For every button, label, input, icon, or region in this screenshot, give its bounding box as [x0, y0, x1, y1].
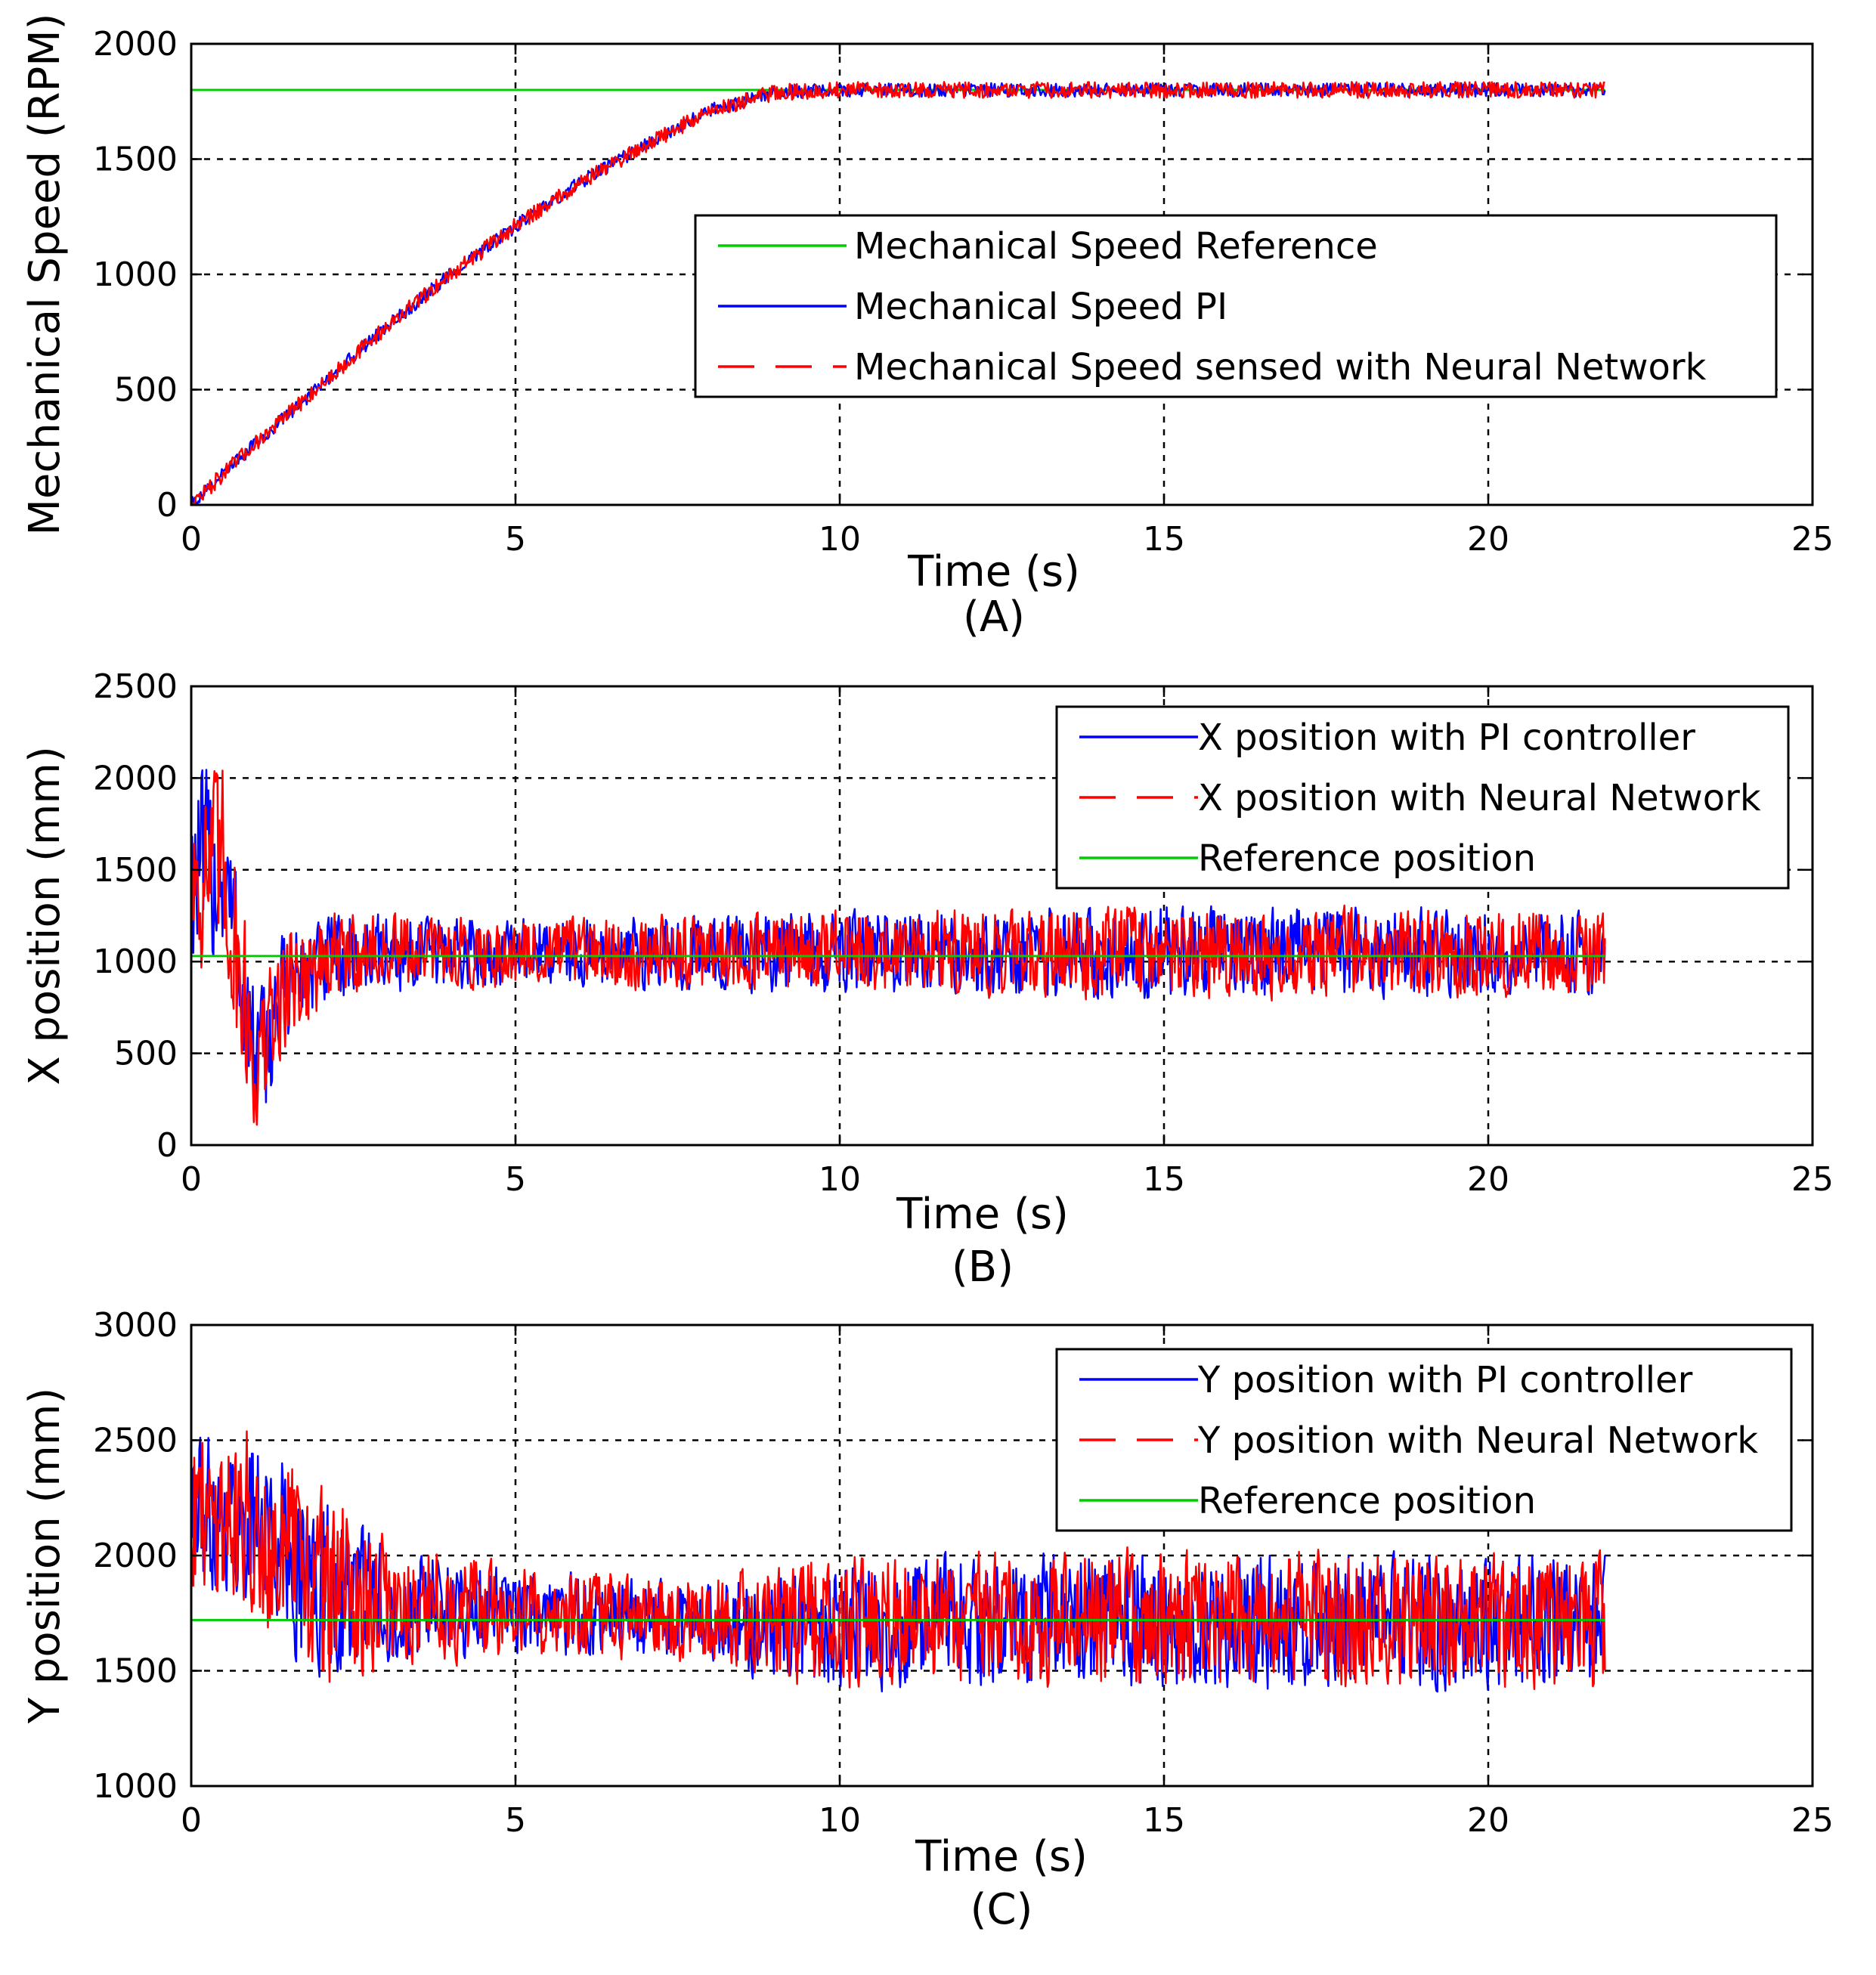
y-tick-label: 2000 — [93, 25, 178, 63]
x-tick-label: 25 — [1791, 520, 1834, 559]
legend-label-1: Mechanical Speed PI — [854, 286, 1227, 328]
legend-label-1: Y position with Neural Network — [1197, 1419, 1758, 1462]
x-tick-label: 20 — [1467, 520, 1509, 559]
y-tick-label: 1000 — [93, 943, 178, 981]
x-tick-label: 20 — [1467, 1801, 1509, 1840]
series-traces — [191, 81, 1606, 505]
y-tick-label: 1500 — [93, 851, 178, 890]
y-axis-label: Mechanical Speed (RPM) — [20, 14, 70, 536]
x-tick-label: 10 — [819, 1801, 861, 1840]
y-tick-label: 2500 — [93, 667, 178, 706]
panel-caption: (A) — [963, 593, 1025, 642]
y-tick-label: 1000 — [93, 255, 178, 294]
chart-panel-b: 0 5 10 15 20 25 0 500 1000 1500 2000 2500 Time (s) X … — [20, 667, 1834, 1292]
legend: Y position with PI controller Y position … — [1055, 1348, 1793, 1532]
series-line-2 — [191, 81, 1606, 505]
y-tick-label: 2000 — [93, 1537, 178, 1575]
x-tick-label: 5 — [505, 1801, 526, 1840]
y-tick-label: 0 — [156, 1126, 178, 1165]
legend: X position with PI controller X position … — [1055, 705, 1790, 890]
panel-caption: (B) — [952, 1243, 1014, 1292]
x-tick-label: 25 — [1791, 1160, 1834, 1199]
y-tick-label: 3000 — [93, 1306, 178, 1345]
x-tick-label: 10 — [819, 520, 861, 559]
x-tick-label: 5 — [505, 1160, 526, 1199]
x-axis-label: Time (s) — [896, 1190, 1069, 1239]
legend-label-2: Reference position — [1198, 1480, 1536, 1522]
legend-label-2: Mechanical Speed sensed with Neural Netw… — [854, 346, 1707, 388]
y-axis-label: Y position (mm) — [20, 1388, 70, 1724]
x-tick-label: 0 — [181, 1801, 202, 1840]
x-axis-label: Time (s) — [915, 1832, 1088, 1881]
legend: Mechanical Speed Reference Mechanical Spe… — [694, 214, 1778, 398]
y-axis-label: X position (mm) — [20, 746, 70, 1085]
y-tick-label: 2000 — [93, 759, 178, 797]
panel-caption: (C) — [971, 1885, 1033, 1934]
y-tick-label: 1000 — [93, 1767, 178, 1806]
x-tick-label: 15 — [1143, 1160, 1185, 1199]
series-line-1 — [191, 769, 1606, 1126]
legend-label-2: Reference position — [1198, 837, 1536, 880]
x-tick-label: 20 — [1467, 1160, 1509, 1199]
x-tick-label: 10 — [819, 1160, 861, 1199]
series-traces — [191, 1430, 1606, 1693]
legend-label-1: X position with Neural Network — [1198, 777, 1761, 819]
y-tick-label: 1500 — [93, 141, 178, 179]
legend-label-0: X position with PI controller — [1198, 717, 1695, 759]
series-line-1 — [191, 1430, 1606, 1691]
x-axis-label: Time (s) — [907, 547, 1080, 596]
legend-label-0: Y position with PI controller — [1197, 1359, 1693, 1401]
series-traces — [191, 769, 1606, 1126]
x-tick-label: 25 — [1791, 1801, 1834, 1840]
y-tick-label: 1500 — [93, 1652, 178, 1691]
x-tick-label: 15 — [1143, 520, 1185, 559]
axes-frame — [190, 685, 1814, 1147]
y-tick-label: 500 — [114, 371, 178, 410]
x-tick-label: 0 — [181, 1160, 202, 1199]
y-tick-label: 0 — [156, 486, 178, 525]
chart-panel-c: 0 5 10 15 20 25 1000 1500 2000 2500 3000 Time (s) Y … — [20, 1306, 1834, 1934]
legend-label-0: Mechanical Speed Reference — [854, 225, 1378, 268]
x-tick-label: 5 — [505, 520, 526, 559]
x-tick-label: 15 — [1143, 1801, 1185, 1840]
y-tick-label: 2500 — [93, 1422, 178, 1460]
chart-panel-a: 0 5 10 15 20 25 0 500 1000 1500 2000 Time (s) Mechan… — [20, 14, 1834, 642]
x-tick-label: 0 — [181, 520, 202, 559]
y-tick-label: 500 — [114, 1035, 178, 1073]
legend-box — [694, 214, 1778, 398]
